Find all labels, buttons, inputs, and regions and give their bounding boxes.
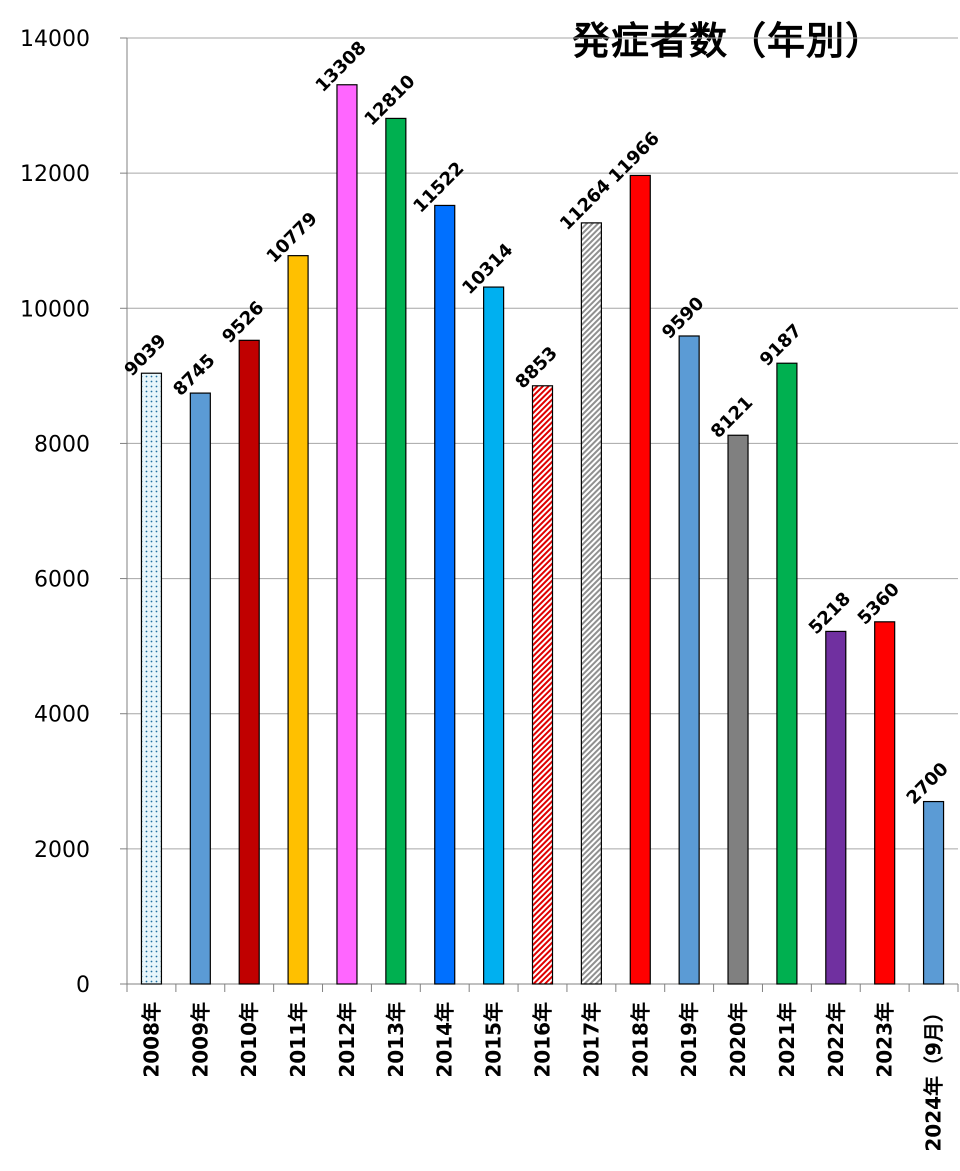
- bar: [483, 286, 505, 985]
- y-tick-label: 10000: [20, 297, 90, 322]
- bar: [678, 335, 700, 985]
- y-tick-label: 2000: [34, 838, 90, 863]
- x-tick-label: 2022年: [824, 1002, 848, 1078]
- x-tick-label: 2014年: [433, 1002, 457, 1078]
- x-tick-label: 2015年: [482, 1002, 506, 1078]
- chart-title: 発症者数（年別）: [571, 19, 884, 63]
- x-tick-label: 2011年: [286, 1002, 310, 1078]
- x-tick-labels: 2008年 2009年 2010年 2011年 2012年 2013年 2014年 2015年…: [139, 1002, 945, 1152]
- x-tick-label: 2023年: [873, 1002, 897, 1078]
- bar: [531, 385, 554, 985]
- x-tick-label: 2018年: [628, 1002, 652, 1078]
- y-tick-label: 8000: [34, 432, 90, 457]
- y-tick-label: 4000: [34, 703, 90, 728]
- bars: [140, 84, 945, 985]
- x-tick-label: 2012年: [335, 1002, 359, 1078]
- bar: [825, 630, 847, 985]
- bar: [776, 362, 798, 985]
- bar: [238, 339, 260, 985]
- x-tick-label: 2008年: [139, 1002, 163, 1078]
- bar: [727, 434, 749, 985]
- x-tick-label: 2009年: [188, 1002, 212, 1078]
- x-tick-label: 2017年: [579, 1002, 603, 1078]
- bar: [189, 392, 211, 985]
- y-tick-labels: 0 2000 4000 6000 8000 10000 12000 14000: [20, 27, 90, 998]
- bar: [336, 84, 358, 985]
- y-tick-label: 12000: [20, 162, 90, 187]
- x-tick-label: 2013年: [384, 1002, 408, 1078]
- bar: [580, 222, 602, 985]
- x-tick-label: 2010年: [237, 1002, 261, 1078]
- x-tick-label: 2024年（9月）: [922, 1002, 946, 1152]
- bar: [385, 117, 407, 985]
- x-tick-label: 2021年: [775, 1002, 799, 1078]
- x-tick-label: 2016年: [531, 1002, 555, 1078]
- bar: [874, 621, 896, 985]
- bar: [629, 174, 651, 985]
- bar: [922, 800, 945, 985]
- y-tick-label: 14000: [20, 27, 90, 52]
- bar: [434, 204, 456, 985]
- y-tick-label: 6000: [34, 568, 90, 593]
- bar: [287, 255, 309, 985]
- x-tick-label: 2020年: [726, 1002, 750, 1078]
- x-tick-label: 2019年: [677, 1002, 701, 1078]
- bar: [140, 372, 163, 985]
- y-tick-label: 0: [76, 973, 90, 998]
